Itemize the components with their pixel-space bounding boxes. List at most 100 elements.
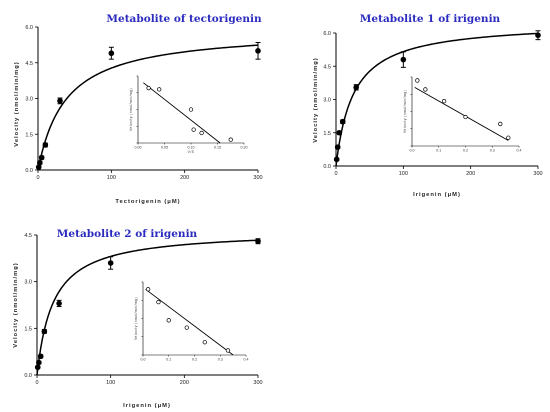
x-tick-label: 0 xyxy=(35,380,38,386)
data-point xyxy=(42,142,49,148)
panel-3-title: Metabolite 2 of irigenin xyxy=(57,228,198,240)
inset-x-tick-label: 0.0 xyxy=(141,358,146,362)
inset-x-tick-label: 0.20 xyxy=(241,146,248,150)
x-tick-label: 200 xyxy=(466,171,475,177)
inset-x-tick-label: 0.3 xyxy=(218,358,223,362)
inset-data-point xyxy=(166,318,171,323)
inset-data-point xyxy=(441,98,447,104)
y-tick-label: 6.0 xyxy=(25,25,33,31)
inset-x-tick-label: 0.3 xyxy=(490,149,495,153)
inset-x-tick-label: 0.2 xyxy=(463,149,468,153)
x-tick-label: 0 xyxy=(36,175,39,181)
inset-data-point xyxy=(156,299,161,305)
data-point xyxy=(400,56,407,63)
panel-1-plot: 0 100 200 300 0.0 1.5 3.0 4.5 6.0 0.00 0.05 0.10 0.1… xyxy=(25,25,262,181)
y-tick-label: 3.0 xyxy=(323,98,331,104)
y-tick-label: 3.0 xyxy=(25,97,33,103)
inset-data-point xyxy=(415,78,420,83)
data-point xyxy=(38,154,45,161)
inset-data-point xyxy=(202,340,207,345)
panel-irigenin-1: Metabolite 1 of irigenin Velocity (nmol/… xyxy=(313,13,501,198)
inset-data-point xyxy=(199,130,204,136)
panel-3-plot: 0 100 200 300 0.0 1.5 3.0 4.5 0.0 0.1 0.2 0.3 0.4 Vel… xyxy=(24,233,262,386)
x-tick-label: 200 xyxy=(180,380,189,386)
y-tick-label: 6.0 xyxy=(323,31,331,37)
inset-y-label: Velocity (nmol/min/mg) xyxy=(134,297,138,340)
y-tick-label: 0.0 xyxy=(24,373,32,379)
data-point xyxy=(339,118,346,125)
inset-data-point xyxy=(423,87,428,92)
fit-curve xyxy=(36,239,259,376)
x-tick-label: 100 xyxy=(399,171,408,177)
panel-1-title: Metabolite of tectorigenin xyxy=(106,13,262,25)
panel-3-ylabel: Velocity (nmol/min/mg) xyxy=(13,262,19,347)
inset-x-tick-label: 0.05 xyxy=(161,146,168,150)
inset-x-tick-label: 0.2 xyxy=(192,358,197,362)
data-point xyxy=(41,328,48,335)
inset-data-point xyxy=(184,325,189,330)
inset-y-label: Velocity (nmol/min/mg) xyxy=(129,88,133,131)
data-point xyxy=(333,156,340,163)
panel-2-xlabel: Irigenin (μM) xyxy=(413,192,461,198)
inset-x-tick-label: 0.4 xyxy=(244,358,249,362)
data-point xyxy=(255,238,261,245)
data-point xyxy=(37,160,43,166)
data-point xyxy=(34,364,41,371)
x-tick-label: 100 xyxy=(106,380,115,386)
inset-x-tick-label: 0.0 xyxy=(410,149,415,153)
inset-data-point xyxy=(498,121,503,127)
inset-data-point xyxy=(463,114,468,120)
inset-x-tick-label: 0.15 xyxy=(214,146,221,150)
inset-data-point xyxy=(188,107,194,112)
inset-data-point xyxy=(146,85,151,91)
inset-data-point xyxy=(506,135,511,140)
panel-3-xlabel: Irigenin (μM) xyxy=(123,403,171,409)
inset-data-point xyxy=(191,127,196,132)
panel-2-inset: 0.0 0.1 0.2 0.3 0.4 Velocity (nmol/min/mg) xyxy=(403,76,522,153)
y-tick-label: 0.0 xyxy=(323,164,331,170)
panel-2-plot: 0 100 200 300 0.0 1.5 3.0 4.5 6.0 0.0 0.1 0.2 0.3 0.4… xyxy=(323,30,543,177)
inset-x-tick-label: 0.10 xyxy=(188,146,195,150)
inset-x-tick-label: 0.4 xyxy=(517,149,522,153)
panel-1-xlabel: Tectorigenin (μM) xyxy=(115,199,180,205)
data-point xyxy=(108,50,115,57)
panel-irigenin-2: Metabolite 2 of irigenin Velocity (nmol/… xyxy=(13,228,198,409)
data-point xyxy=(336,129,343,136)
inset-data-point xyxy=(157,87,162,92)
inset-x-tick-label: 0.1 xyxy=(436,149,441,153)
inset-fit-line xyxy=(145,288,234,356)
data-point xyxy=(353,84,360,91)
data-point xyxy=(535,32,541,39)
data-point xyxy=(255,48,261,54)
inset-data-point xyxy=(225,348,231,353)
panel-tectorigenin: Metabolite of tectorigenin Velocity (nmo… xyxy=(14,13,262,205)
x-tick-label: 300 xyxy=(533,171,542,177)
panel-2-ylabel: Velocity (nmol/min/mg) xyxy=(313,57,319,142)
fit-curve xyxy=(37,44,259,171)
panel-1-ylabel: Velocity (nmol/min/mg) xyxy=(14,61,20,146)
inset-data-point xyxy=(228,137,233,142)
x-tick-label: 100 xyxy=(107,175,116,181)
data-point xyxy=(36,359,42,366)
inset-fit-line xyxy=(414,86,509,141)
data-point xyxy=(107,260,114,266)
inset-x-tick-label: 0.1 xyxy=(166,358,171,362)
y-tick-label: 4.5 xyxy=(25,61,33,67)
y-tick-label: 0.0 xyxy=(25,168,33,174)
panel-1-inset: 0.00 0.05 0.10 0.15 0.20 V/S Velocity (nmol/mi… xyxy=(129,75,248,154)
y-tick-label: 4.5 xyxy=(323,64,331,70)
y-tick-label: 4.5 xyxy=(24,233,32,239)
data-point xyxy=(334,144,341,150)
x-tick-label: 0 xyxy=(334,171,337,177)
inset-y-label: Velocity (nmol/min/mg) xyxy=(403,90,407,133)
panel-2-title: Metabolite 1 of irigenin xyxy=(360,13,501,25)
x-tick-label: 300 xyxy=(253,380,262,386)
data-point xyxy=(57,98,63,104)
inset-x-tick-label: 0.00 xyxy=(135,146,142,150)
data-point xyxy=(56,300,62,307)
y-tick-label: 3.0 xyxy=(24,280,32,286)
x-tick-label: 200 xyxy=(180,175,189,181)
data-point xyxy=(37,353,44,360)
panel-3-inset: 0.0 0.1 0.2 0.3 0.4 Velocity (nmol/min/mg) xyxy=(134,281,249,362)
